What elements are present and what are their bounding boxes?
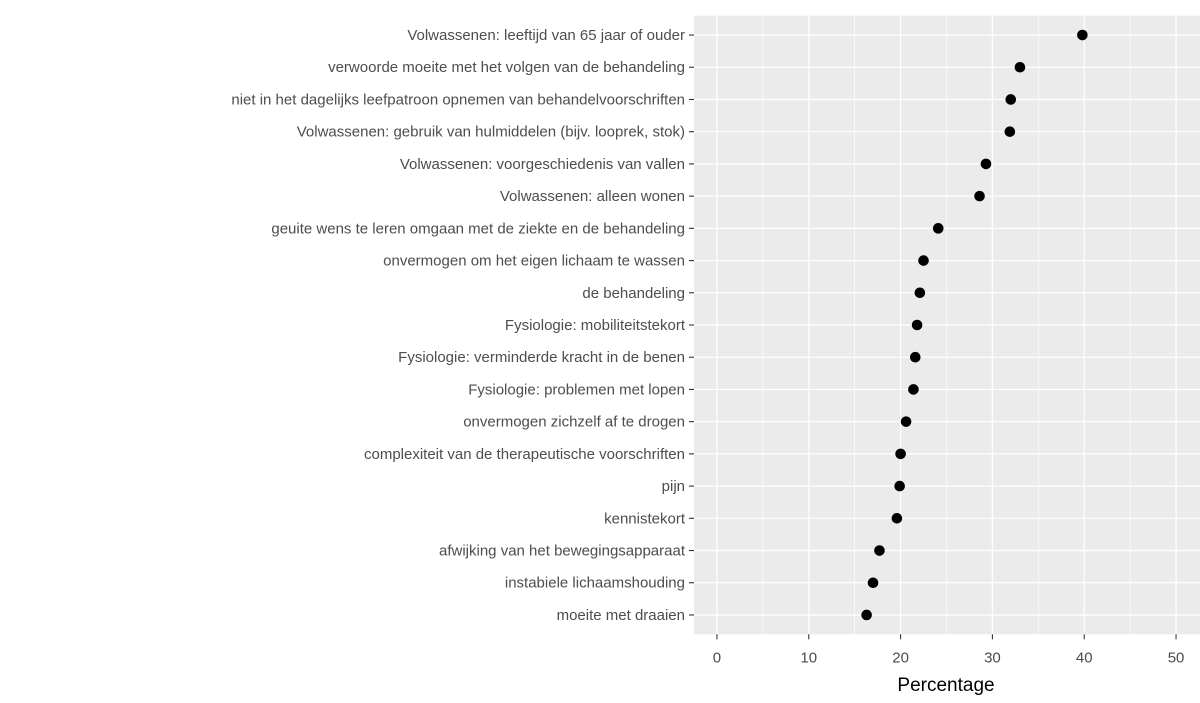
- y-tick-label: afwijking van het bewegingsapparaat: [439, 543, 686, 560]
- dot: [914, 287, 926, 299]
- y-tick-label: Fysiologie: problemen met lopen: [468, 381, 685, 398]
- x-tick-label: 40: [1076, 649, 1093, 666]
- dot: [974, 190, 985, 202]
- dot: [900, 416, 912, 427]
- dot: [1014, 61, 1026, 73]
- dot: [861, 609, 872, 621]
- y-tick-label: niet in het dagelijks leefpatroon opneme…: [231, 91, 685, 108]
- y-tick-label: Fysiologie: verminderde kracht in de ben…: [398, 349, 685, 366]
- y-tick-label: Fysiologie: mobiliteitstekort: [505, 317, 686, 334]
- y-tick-label: pijn: [662, 478, 685, 495]
- x-tick-label: 30: [984, 649, 1001, 666]
- x-tick-label: 0: [713, 649, 721, 666]
- dot: [918, 255, 929, 266]
- y-tick-label: Volwassenen: leeftijd van 65 jaar of oud…: [407, 27, 685, 44]
- y-tick-label: Volwassenen: alleen wonen: [500, 188, 685, 205]
- dot: [1004, 126, 1016, 137]
- dot: [894, 480, 905, 492]
- y-tick-label: Volwassenen: gebruik van hulmiddelen (bi…: [297, 124, 685, 141]
- y-tick-label: de behandeling: [582, 285, 685, 302]
- dot: [874, 545, 885, 556]
- dot: [911, 319, 923, 331]
- y-tick-label: Volwassenen: voorgeschiedenis van vallen: [400, 156, 685, 173]
- dot: [867, 577, 879, 589]
- x-tick-label: 10: [800, 649, 817, 666]
- y-tick-label: onvermogen om het eigen lichaam te wasse…: [383, 253, 685, 270]
- dot: [908, 384, 919, 395]
- y-tick-label: geuite wens te leren omgaan met de ziekt…: [271, 220, 685, 237]
- x-tick-label: 20: [892, 649, 909, 666]
- dot: [909, 351, 921, 363]
- dot: [932, 223, 944, 234]
- y-tick-label: onvermogen zichzelf af te drogen: [463, 414, 685, 431]
- y-tick-label: complexiteit van de therapeutische voors…: [364, 446, 685, 463]
- y-tick-label: kennistekort: [604, 510, 686, 527]
- dot: [980, 158, 992, 170]
- dot: [891, 513, 903, 524]
- x-axis-title: Percentage: [897, 675, 994, 696]
- dot: [1005, 94, 1017, 105]
- y-tick-label: instabiele lichaamshouding: [505, 575, 685, 592]
- dot: [895, 448, 906, 460]
- x-tick-label: 50: [1168, 649, 1185, 666]
- y-tick-label: moeite met draaien: [557, 607, 685, 624]
- dot: [1077, 29, 1088, 41]
- y-tick-label: verwoorde moeite met het volgen van de b…: [328, 59, 685, 76]
